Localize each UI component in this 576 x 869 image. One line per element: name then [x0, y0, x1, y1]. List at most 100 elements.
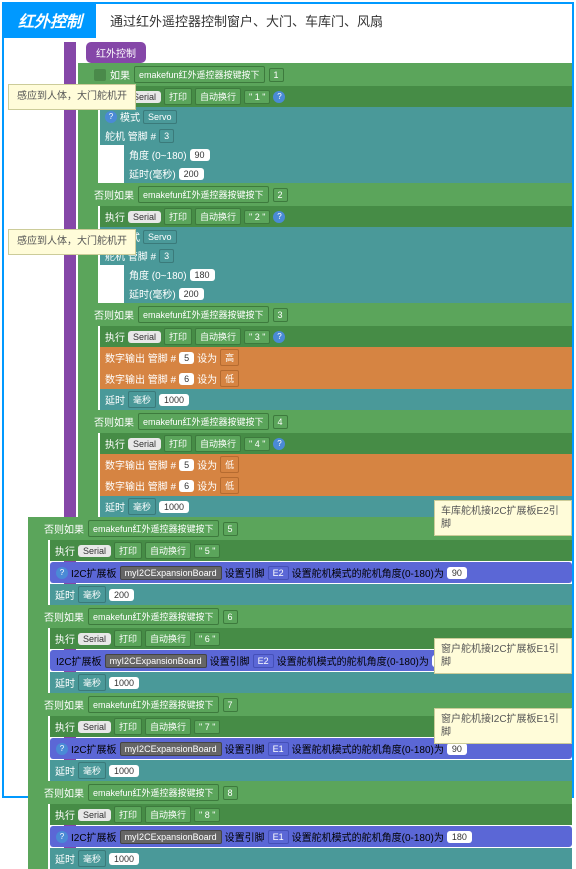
newline-sel[interactable]: 自动换行 [195, 435, 241, 452]
key-8[interactable]: 8 [223, 786, 238, 800]
delay-row[interactable]: 延时 毫秒 1000 [50, 672, 572, 693]
print-sel[interactable]: 打印 [114, 542, 142, 559]
newline-sel[interactable]: 自动换行 [195, 328, 241, 345]
i2c-name[interactable]: myI2CExpansionBoard [120, 566, 222, 580]
servo-pin-row[interactable]: 舵机 管脚 # 3 [100, 246, 572, 265]
delay-row[interactable]: 延时 毫秒 1000 [50, 760, 572, 781]
elseif-block-4[interactable]: 否则如果 emakefun红外遥控器按键按下 4 [88, 410, 572, 433]
delay-val[interactable]: 1000 [159, 501, 189, 513]
ms-sel[interactable]: 毫秒 [78, 850, 106, 867]
key-4[interactable]: 4 [273, 415, 288, 429]
print-sel[interactable]: 打印 [164, 208, 192, 225]
print-txt[interactable]: " 3 " [244, 330, 270, 344]
print-txt[interactable]: " 1 " [244, 90, 270, 104]
angle-val[interactable]: 90 [447, 743, 467, 755]
key-5[interactable]: 5 [223, 522, 238, 536]
ms-sel[interactable]: 毫秒 [78, 762, 106, 779]
ir-cond[interactable]: emakefun红外遥控器按键按下 [134, 66, 265, 83]
newline-sel[interactable]: 自动换行 [145, 630, 191, 647]
elseif-block-2[interactable]: 否则如果 emakefun红外遥控器按键按下 2 [88, 183, 572, 206]
print-sel[interactable]: 打印 [164, 435, 192, 452]
delay-row[interactable]: 延时 毫秒 1000 [50, 848, 572, 869]
delay-val[interactable]: 200 [109, 589, 134, 601]
print-txt[interactable]: " 5 " [194, 544, 220, 558]
ir-cond[interactable]: emakefun红外遥控器按键按下 [88, 520, 219, 537]
help-icon[interactable]: ? [56, 743, 68, 755]
i2c-name[interactable]: myI2CExpansionBoard [120, 830, 222, 844]
key-3[interactable]: 3 [273, 308, 288, 322]
elseif-block-6[interactable]: 否则如果 emakefun红外遥控器按键按下 6 [38, 605, 572, 628]
mode-row[interactable]: ? 模式 Servo [100, 107, 572, 126]
digout-row[interactable]: 数字输出 管脚 # 5 设为 高 [100, 347, 572, 368]
ms-sel[interactable]: 毫秒 [78, 674, 106, 691]
elseif-block-3[interactable]: 否则如果 emakefun红外遥控器按键按下 3 [88, 303, 572, 326]
serial-sel[interactable]: Serial [78, 545, 111, 557]
pin-val[interactable]: 3 [159, 129, 174, 143]
newline-sel[interactable]: 自动换行 [145, 718, 191, 735]
angle-row[interactable]: 角度 (0~180) 90 [124, 145, 572, 164]
delay-row[interactable]: 延时(毫秒) 200 [124, 284, 572, 303]
help-icon[interactable]: ? [273, 91, 285, 103]
help-icon[interactable]: ? [273, 211, 285, 223]
delay-val[interactable]: 1000 [109, 853, 139, 865]
delay-val[interactable]: 1000 [109, 765, 139, 777]
help-icon[interactable]: ? [56, 567, 68, 579]
delay-val[interactable]: 200 [179, 168, 204, 180]
serial-sel[interactable]: Serial [128, 331, 161, 343]
newline-sel[interactable]: 自动换行 [195, 208, 241, 225]
help-icon[interactable]: ? [273, 331, 285, 343]
digout-row[interactable]: 数字输出 管脚 # 6 设为 低 [100, 475, 572, 496]
help-icon[interactable]: ? [105, 111, 117, 123]
delay-val[interactable]: 1000 [109, 677, 139, 689]
angle-val[interactable]: 180 [447, 831, 472, 843]
i2c-pin[interactable]: E2 [268, 566, 289, 580]
print-sel[interactable]: 打印 [114, 806, 142, 823]
digout-row[interactable]: 数字输出 管脚 # 5 设为 低 [100, 454, 572, 475]
pin-val[interactable]: 5 [179, 459, 194, 471]
print-txt[interactable]: " 4 " [244, 437, 270, 451]
key-1[interactable]: 1 [269, 68, 284, 82]
delay-val[interactable]: 1000 [159, 394, 189, 406]
ir-cond[interactable]: emakefun红外遥控器按键按下 [88, 784, 219, 801]
digout-row[interactable]: 数字输出 管脚 # 6 设为 低 [100, 368, 572, 389]
gear-icon[interactable] [94, 69, 106, 81]
angle-val[interactable]: 90 [190, 149, 210, 161]
val-sel[interactable]: 低 [220, 456, 239, 473]
serial-sel[interactable]: Serial [128, 211, 161, 223]
servo-pin-row[interactable]: 舵机 管脚 # 3 [100, 126, 572, 145]
pin-val[interactable]: 5 [179, 352, 194, 364]
i2c-pin[interactable]: E1 [268, 742, 289, 756]
ir-cond[interactable]: emakefun红外遥控器按键按下 [88, 696, 219, 713]
i2c-name[interactable]: myI2CExpansionBoard [120, 742, 222, 756]
i2c-name[interactable]: myI2CExpansionBoard [105, 654, 207, 668]
delay-row[interactable]: 延时(毫秒) 200 [124, 164, 572, 183]
servo-sel[interactable]: Servo [143, 230, 177, 244]
ir-cond[interactable]: emakefun红外遥控器按键按下 [88, 608, 219, 625]
serial-sel[interactable]: Serial [78, 721, 111, 733]
pin-val[interactable]: 3 [159, 249, 174, 263]
print-sel[interactable]: 打印 [114, 718, 142, 735]
ir-cond[interactable]: emakefun红外遥控器按键按下 [138, 186, 269, 203]
help-icon[interactable]: ? [273, 438, 285, 450]
angle-val[interactable]: 180 [190, 269, 215, 281]
ms-sel[interactable]: 毫秒 [128, 498, 156, 515]
serial-sel[interactable]: Serial [78, 633, 111, 645]
pin-val[interactable]: 6 [179, 480, 194, 492]
print-txt[interactable]: " 6 " [194, 632, 220, 646]
newline-sel[interactable]: 自动换行 [195, 88, 241, 105]
root-block[interactable]: 红外控制 [86, 42, 146, 63]
key-2[interactable]: 2 [273, 188, 288, 202]
i2c-pin[interactable]: E1 [268, 830, 289, 844]
print-txt[interactable]: " 8 " [194, 808, 220, 822]
i2c-pin[interactable]: E2 [253, 654, 274, 668]
newline-sel[interactable]: 自动换行 [145, 806, 191, 823]
serial-sel[interactable]: Serial [128, 438, 161, 450]
i2c-row[interactable]: ? I2C扩展板 myI2CExpansionBoard 设置引脚 E2 设置舵… [50, 562, 572, 583]
elseif-block-8[interactable]: 否则如果 emakefun红外遥控器按键按下 8 [38, 781, 572, 804]
print-sel[interactable]: 打印 [164, 328, 192, 345]
delay-row[interactable]: 延时 毫秒 1000 [100, 389, 572, 410]
print-sel[interactable]: 打印 [164, 88, 192, 105]
print-txt[interactable]: " 2 " [244, 210, 270, 224]
angle-val[interactable]: 90 [447, 567, 467, 579]
ms-sel[interactable]: 毫秒 [78, 586, 106, 603]
